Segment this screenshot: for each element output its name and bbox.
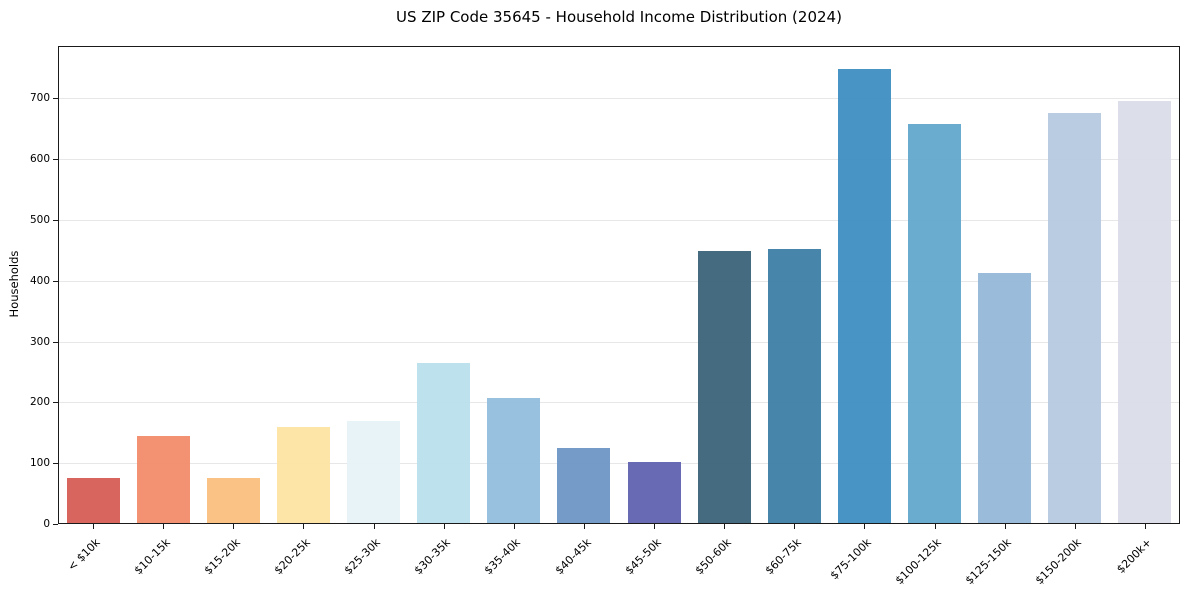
chart-title: US ZIP Code 35645 - Household Income Dis… [396,8,842,26]
x-tick-label-text: $100-125k [893,535,945,588]
y-tick-mark [53,159,58,161]
bar-$125-150k [978,273,1032,524]
bar-$25-30k [347,420,401,524]
x-tick-mark [864,524,866,529]
gridline [59,341,1179,343]
bar-$10-15k [136,435,190,524]
y-tick-mark [53,98,58,100]
x-tick-label-text: $20-25k [271,535,314,578]
bar-$50-60k [697,250,751,524]
x-tick-label-text: < $10k [65,535,103,574]
y-tick-label: 200 [29,396,50,409]
x-tick-label: $30-35k [403,534,453,577]
x-tick-mark [1074,524,1076,529]
x-tick-mark [373,524,375,529]
bar-$35-40k [487,398,541,524]
gridline [59,98,1179,100]
x-tick-label-text: $60-75k [762,535,804,578]
bar-$60-75k [767,248,821,524]
x-tick-mark [654,524,656,529]
y-tick-mark [53,280,58,282]
x-tick-label: $20-25k [263,534,313,577]
bar-$30-35k [417,363,471,524]
x-tick-mark [1144,524,1146,529]
x-tick-mark [794,524,796,529]
x-tick-label: < $10k [58,534,103,574]
y-tick-label: 500 [29,213,50,226]
x-tick-label: $100-125k [880,534,944,587]
gridline [59,159,1179,161]
bar-$75-100k [837,68,891,524]
x-tick-label: $25-30k [333,534,383,577]
bar-$100-125k [908,124,962,524]
bar-$20-25k [276,426,330,524]
x-tick-mark [583,524,585,529]
x-tick-label: $15-20k [193,534,243,577]
x-tick-label-text: $35-40k [482,535,524,578]
bar-< $10k [66,477,120,524]
gridline [59,280,1179,282]
x-tick-label-text: $200k+ [1114,535,1155,576]
y-tick-mark [53,402,58,404]
x-tick-label-text: $25-30k [341,535,384,578]
x-tick-mark [163,524,165,529]
y-tick-label: 0 [43,518,50,530]
gridline [59,219,1179,221]
y-tick-mark [53,219,58,221]
y-tick-label: 700 [29,92,50,105]
x-tick-label-text: $40-45k [552,535,594,578]
x-tick-label: $40-45k [544,534,593,577]
y-tick-label: 300 [29,335,50,348]
x-tick-label: $125-150k [950,534,1014,587]
x-tick-label-text: $45-50k [622,535,664,578]
x-tick-mark [934,524,936,529]
x-tick-label: $150-200k [1020,534,1084,587]
x-tick-mark [513,524,515,529]
x-tick-mark [724,524,726,529]
x-tick-label-text: $15-20k [201,535,243,578]
x-tick-label: $50-60k [684,534,734,577]
x-tick-mark [93,524,95,529]
bar-$15-20k [206,477,260,524]
bar-$200k+ [1118,100,1172,524]
x-tick-label-text: $150-200k [1033,535,1085,588]
x-tick-label: $60-75k [754,534,804,577]
x-tick-label: $200k+ [1106,534,1155,576]
x-tick-label-text: $50-60k [692,535,734,578]
x-tick-label-text: $10-15k [131,535,173,578]
x-tick-mark [443,524,445,529]
x-tick-label: $75-100k [817,534,874,582]
x-tick-label-text: $30-35k [412,535,454,578]
gridline [59,463,1179,465]
y-tick-mark [53,463,58,465]
bar-$40-45k [557,447,611,524]
x-tick-label: $45-50k [614,534,663,577]
x-tick-label-text: $125-150k [963,535,1015,588]
x-tick-mark [1004,524,1006,529]
x-tick-label: $10-15k [123,534,173,577]
bar-$45-50k [627,461,681,524]
y-tick-label: 400 [29,274,50,287]
x-tick-label-text: $75-100k [827,535,875,583]
y-tick-mark [53,524,58,525]
y-tick-label: 100 [29,457,50,470]
x-tick-mark [303,524,305,529]
x-tick-label: $35-40k [473,534,523,577]
x-tick-mark [233,524,235,529]
bar-$150-200k [1048,112,1102,524]
y-tick-label: 600 [29,153,50,166]
y-tick-mark [53,341,58,343]
gridline [59,402,1179,404]
